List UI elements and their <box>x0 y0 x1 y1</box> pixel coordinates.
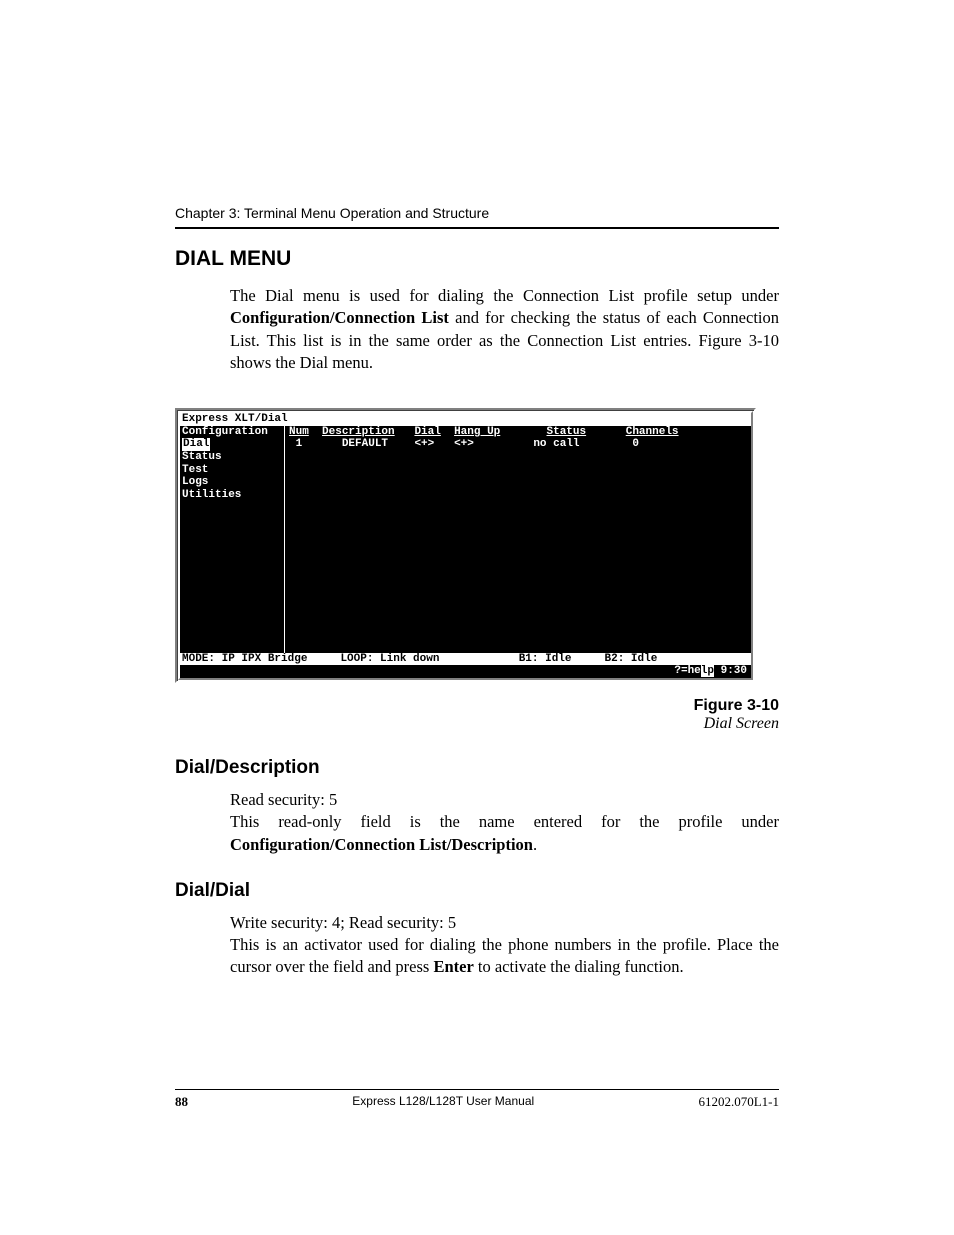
row-description: DEFAULT <box>342 438 388 450</box>
help-hl: lp <box>701 665 714 677</box>
col-channels: Channels <box>626 426 679 438</box>
sidebar-item-utilities: Utilities <box>182 489 282 502</box>
para2-line1: Read security: 5 <box>230 790 337 809</box>
terminal-status-bar: MODE: IP IPX Bridge LOOP: Link down B1: … <box>180 653 751 666</box>
status-b1: B1: Idle <box>519 653 572 666</box>
sidebar-item-test: Test <box>182 464 282 477</box>
header-rule <box>175 227 779 229</box>
col-description: Description <box>322 426 395 438</box>
status-b2: B2: Idle <box>605 653 658 666</box>
para2-post: . <box>533 835 537 854</box>
terminal-help-line: ?=help 9:30 <box>180 665 751 678</box>
page-footer: 88 Express L128/L128T User Manual 61202.… <box>175 1089 779 1110</box>
footer-rule <box>175 1089 779 1090</box>
col-status: Status <box>547 426 587 438</box>
para3-post: to activate the dialing function. <box>474 957 684 976</box>
col-dial: Dial <box>414 426 440 438</box>
terminal-screenshot: Express XLT/Dial Configuration Dial Stat… <box>175 408 756 683</box>
para3-bold: Enter <box>433 957 473 976</box>
intro-paragraph: The Dial menu is used for dialing the Co… <box>175 285 779 374</box>
status-loop: LOOP: Link down <box>340 653 439 666</box>
terminal-sidebar: Configuration Dial Status Test Logs Util… <box>180 426 285 653</box>
para2-bold: Configuration/Connection List/Descriptio… <box>230 835 533 854</box>
dial-dial-paragraph: Write security: 4; Read security: 5 This… <box>175 912 779 979</box>
figure-caption: Figure 3-10 Dial Screen <box>175 697 779 733</box>
para3-line1: Write security: 4; Read security: 5 <box>230 913 456 932</box>
terminal-title: Express XLT/Dial <box>180 413 751 426</box>
row-channels: 0 <box>632 438 639 450</box>
row-num: 1 <box>296 438 303 450</box>
sidebar-item-status: Status <box>182 451 282 464</box>
para2-pre: This read-only field is the name entered… <box>230 812 779 831</box>
status-mode: MODE: IP IPX Bridge <box>182 653 307 666</box>
row-dial: <+> <box>414 438 434 450</box>
terminal-main: Num Description Dial Hang Up Status Chan… <box>285 426 751 653</box>
col-hangup: Hang Up <box>454 426 500 438</box>
manual-title: Express L128/L128T User Manual <box>352 1094 534 1110</box>
para1-bold: Configuration/Connection List <box>230 308 449 327</box>
heading-dial-description: Dial/Description <box>175 757 779 779</box>
figure-title: Dial Screen <box>175 715 779 733</box>
dial-description-paragraph: Read security: 5 This read-only field is… <box>175 789 779 856</box>
row-hangup: <+> <box>454 438 474 450</box>
row-status: no call <box>533 438 579 450</box>
sidebar-item-logs: Logs <box>182 476 282 489</box>
para1-pre: The Dial menu is used for dialing the Co… <box>230 286 779 305</box>
doc-number: 61202.070L1-1 <box>698 1094 779 1110</box>
figure-number: Figure 3-10 <box>175 697 779 715</box>
sidebar-item-configuration: Configuration <box>182 426 282 439</box>
heading-dial-dial: Dial/Dial <box>175 880 779 902</box>
heading-dial-menu: DIAL MENU <box>175 247 779 271</box>
page-number: 88 <box>175 1094 188 1110</box>
sidebar-item-dial: Dial <box>182 438 210 451</box>
col-num: Num <box>289 426 309 438</box>
help-time: 9:30 <box>721 665 747 677</box>
chapter-header: Chapter 3: Terminal Menu Operation and S… <box>175 205 779 221</box>
help-text: ?=he <box>674 665 700 677</box>
